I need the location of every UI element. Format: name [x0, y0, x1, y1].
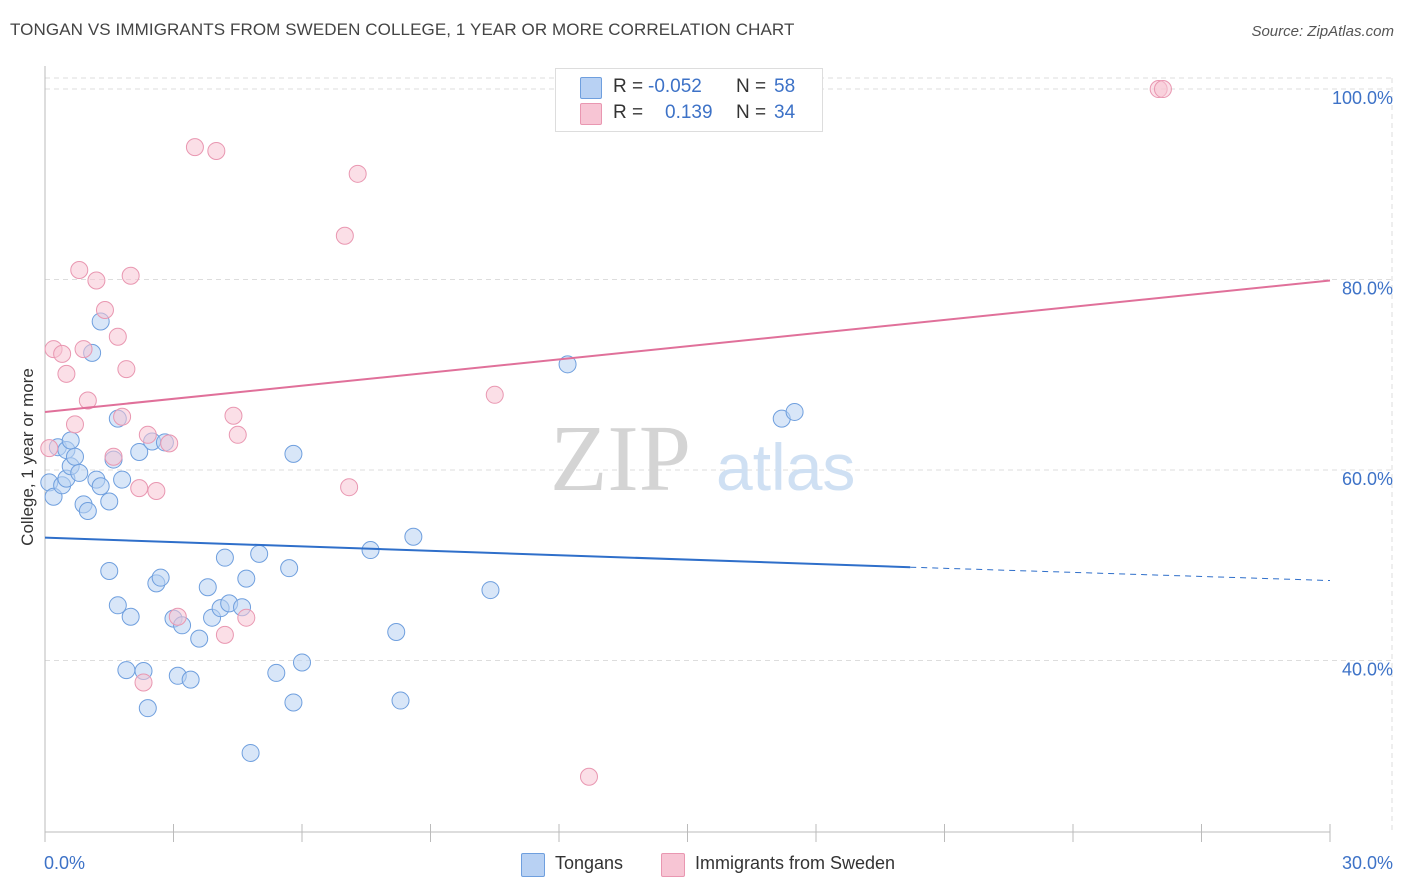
point-sweden — [117, 360, 136, 379]
chart-title: TONGAN VS IMMIGRANTS FROM SWEDEN COLLEGE… — [10, 20, 795, 39]
data-points — [40, 80, 1172, 786]
point-tongans — [558, 355, 577, 374]
point-sweden — [215, 625, 234, 644]
point-tongans — [280, 559, 299, 578]
point-sweden — [78, 391, 97, 410]
trend-line-tongans-extension — [910, 566, 1331, 582]
point-tongans — [61, 431, 80, 450]
point-tongans — [108, 596, 127, 615]
source-label: Source: ZipAtlas.com — [1251, 23, 1394, 40]
point-sweden — [121, 266, 140, 285]
trend-line-tongans — [44, 536, 911, 569]
point-tongans — [250, 544, 269, 563]
point-tongans — [215, 548, 234, 567]
point-sweden — [53, 344, 72, 363]
point-tongans — [237, 569, 256, 588]
y-tick-label: 100.0% — [1332, 88, 1393, 108]
point-tongans — [181, 670, 200, 689]
point-tongans — [190, 629, 209, 648]
x-tick-label-max: 30.0% — [1342, 853, 1393, 873]
point-tongans — [138, 699, 157, 718]
legend-swatch-pink — [661, 853, 685, 877]
point-tongans — [391, 691, 410, 710]
y-tick-label: 80.0% — [1342, 279, 1393, 299]
point-sweden — [168, 607, 187, 626]
point-sweden — [40, 439, 59, 458]
point-tongans — [151, 568, 170, 587]
point-sweden — [70, 261, 89, 280]
y-tick-label: 40.0% — [1342, 660, 1393, 680]
watermark-atlas: atlas — [716, 430, 855, 504]
legend-swatch-pink — [580, 103, 602, 125]
point-sweden — [228, 425, 247, 444]
point-sweden — [579, 767, 598, 786]
point-tongans — [198, 578, 217, 597]
point-sweden — [348, 164, 367, 183]
point-tongans — [117, 661, 136, 680]
point-tongans — [100, 492, 119, 511]
point-sweden — [185, 138, 204, 157]
point-tongans — [121, 607, 140, 626]
point-sweden — [134, 673, 153, 692]
point-tongans — [361, 541, 380, 560]
r-value: -0.052 — [648, 76, 702, 97]
n-value: 58 — [774, 76, 796, 97]
point-sweden — [340, 478, 359, 497]
legend-label-sweden: Immigrants from Sweden — [695, 853, 896, 873]
point-sweden — [57, 364, 76, 383]
point-tongans — [267, 663, 286, 682]
point-tongans — [293, 653, 311, 672]
point-tongans — [284, 444, 303, 463]
point-sweden — [160, 434, 179, 453]
trend-lines — [44, 279, 1331, 582]
zipatlas-watermark: ZIP atlas — [550, 407, 855, 511]
y-tick-label: 60.0% — [1342, 469, 1393, 489]
legend-swatch-blue — [521, 853, 545, 877]
point-sweden — [130, 479, 149, 498]
point-tongans — [284, 693, 303, 712]
point-tongans — [70, 463, 89, 482]
point-tongans — [241, 743, 260, 762]
watermark-zip: ZIP — [550, 407, 691, 511]
point-sweden — [65, 415, 84, 434]
point-sweden — [104, 447, 123, 466]
point-sweden — [237, 608, 256, 627]
point-sweden — [87, 271, 106, 290]
point-tongans — [387, 622, 406, 641]
point-sweden — [113, 407, 132, 426]
r-label: R = — [613, 102, 644, 123]
trend-line-sweden — [44, 279, 1331, 413]
point-tongans — [78, 502, 97, 521]
n-label: N = — [736, 102, 767, 123]
point-tongans — [65, 447, 84, 466]
point-sweden — [108, 327, 127, 346]
tick-labels: 40.0% 60.0% 80.0% 100.0% 0.0% 30.0% — [44, 88, 1393, 873]
x-tick-label-min: 0.0% — [44, 853, 85, 873]
n-value: 34 — [774, 102, 796, 123]
point-sweden — [95, 301, 114, 320]
n-label: N = — [736, 76, 767, 97]
point-tongans — [130, 442, 149, 461]
point-sweden — [138, 425, 157, 444]
point-tongans — [113, 470, 132, 489]
point-sweden — [335, 226, 354, 245]
point-sweden — [485, 385, 504, 404]
point-tongans — [785, 402, 804, 421]
r-value: 0.139 — [665, 102, 713, 123]
legend-label-tongans: Tongans — [555, 853, 624, 873]
point-sweden — [74, 340, 93, 359]
r-label: R = — [613, 76, 644, 97]
correlation-legend: R = -0.052 N = 58 R = 0.139 N = 34 — [555, 68, 823, 132]
legend-swatch-blue — [580, 77, 602, 99]
point-tongans — [100, 562, 119, 581]
point-sweden — [1153, 80, 1172, 99]
point-tongans — [481, 581, 500, 600]
point-sweden — [224, 406, 243, 425]
point-tongans — [404, 527, 423, 546]
point-sweden — [207, 141, 226, 160]
point-sweden — [147, 482, 166, 501]
point-tongans — [91, 477, 110, 496]
